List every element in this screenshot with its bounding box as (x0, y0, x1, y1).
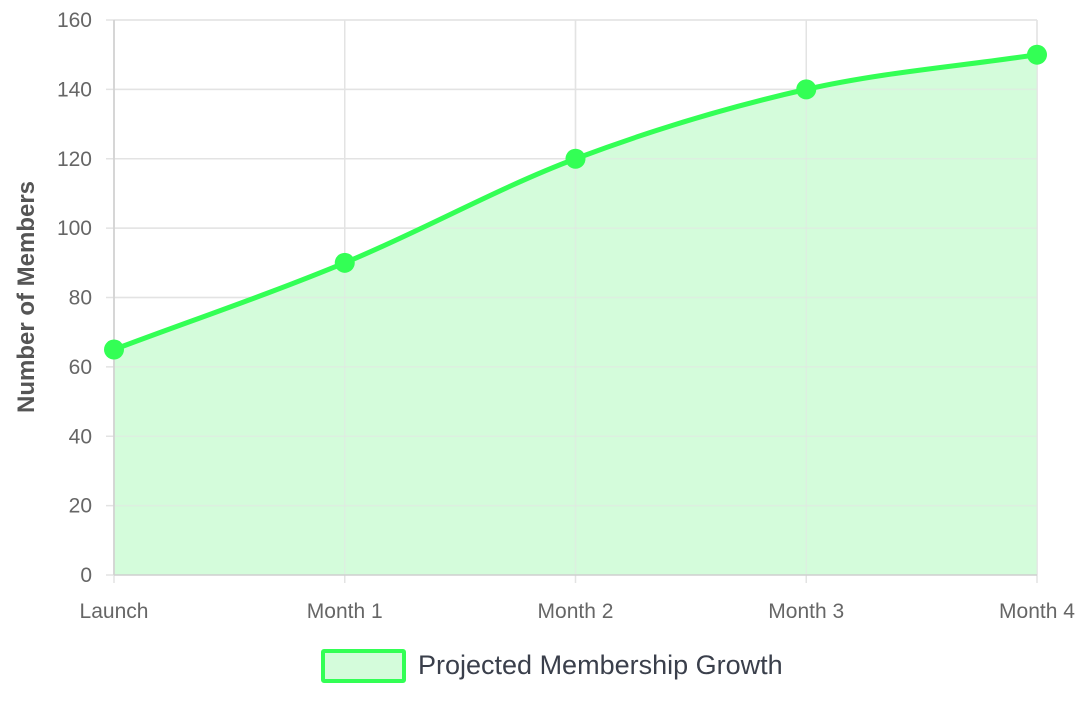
x-tick-label: Month 3 (768, 600, 844, 623)
y-axis-ticks: 0 20 40 60 80 100 120 140 160 (57, 9, 92, 587)
x-tick-label: Month 2 (538, 600, 614, 623)
point-layer (104, 44, 1047, 360)
y-tick-label: 140 (57, 78, 92, 101)
y-tick-label: 40 (69, 425, 92, 448)
legend-swatch (321, 649, 406, 683)
x-tick-label: Month 4 (999, 600, 1075, 623)
y-tick-label: 80 (69, 287, 92, 310)
data-point (334, 252, 355, 273)
y-tick-label: 20 (69, 495, 92, 518)
data-point (1027, 44, 1047, 65)
y-tick-label: 160 (57, 9, 92, 32)
axis-layer (113, 20, 1037, 576)
legend-label: Projected Membership Growth (418, 650, 783, 680)
y-axis-title: Number of Members (13, 181, 40, 413)
y-tick-label: 0 (80, 564, 92, 587)
data-point (104, 339, 124, 360)
y-tick-label: 120 (57, 148, 92, 171)
data-point (796, 79, 817, 100)
y-tick-label: 100 (57, 217, 92, 240)
data-point (565, 148, 586, 169)
legend[interactable]: Projected Membership Growth (321, 649, 783, 683)
area-layer (113, 19, 1038, 575)
x-tick-label: Launch (80, 600, 149, 623)
y-tick-label: 60 (69, 356, 92, 379)
x-tick-label: Month 1 (307, 600, 383, 623)
x-axis-ticks: Launch Month 1 Month 2 Month 3 Month 4 (80, 600, 1076, 623)
